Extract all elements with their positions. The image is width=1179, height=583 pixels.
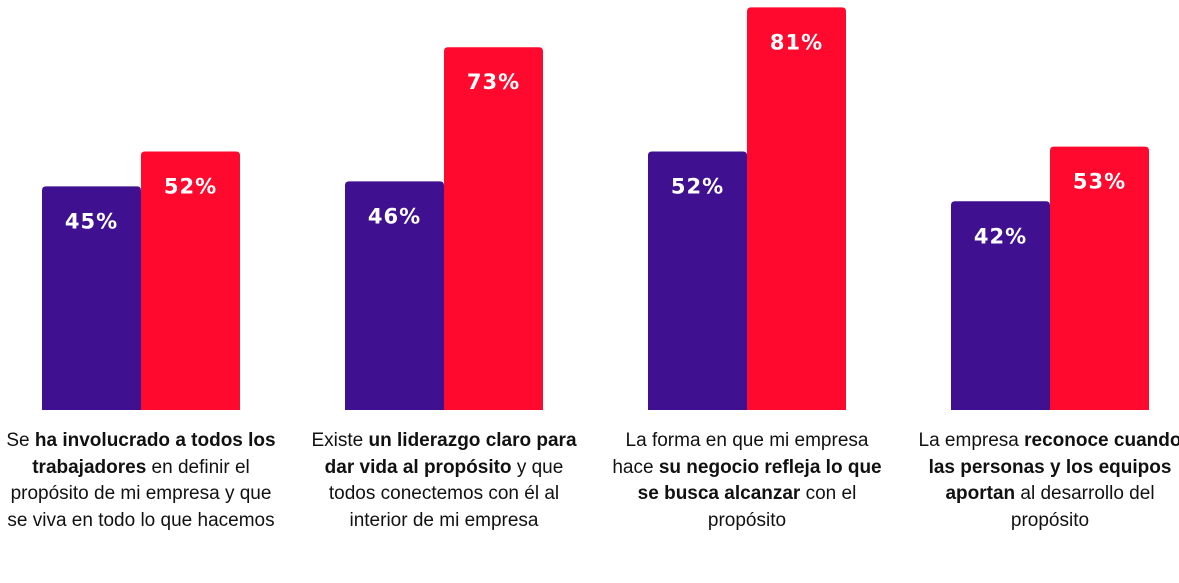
category-label: La forma en que mi empresa hace su negoc… — [612, 428, 882, 534]
bar — [747, 7, 846, 411]
bar — [345, 181, 444, 410]
category-text: y que todos conectemos con él al interio… — [328, 456, 564, 531]
bar — [141, 151, 240, 410]
bar — [1050, 146, 1149, 410]
bar — [444, 47, 543, 410]
category-text: Existe — [311, 430, 369, 451]
value-label: 52% — [164, 175, 217, 199]
category-text: en definir el propósito de mi empresa y … — [7, 456, 275, 531]
bar — [951, 201, 1050, 410]
category-bold: ha involucrado a todos los trabajadores — [32, 430, 276, 478]
bar — [42, 186, 141, 410]
category-bold: un liderazgo claro para dar vida al prop… — [324, 430, 577, 478]
category-text: La forma en que mi empresa hace — [612, 430, 869, 478]
value-label: 73% — [467, 70, 520, 94]
category-bold: reconoce cuando las personas y los equip… — [928, 430, 1179, 504]
value-label: 52% — [671, 175, 724, 199]
category-text: con el propósito — [707, 483, 857, 531]
category-text: La empresa — [918, 430, 1025, 451]
value-label: 53% — [1073, 170, 1126, 194]
value-label: 45% — [65, 209, 118, 233]
category-label: La empresa reconoce cuando las personas … — [915, 428, 1179, 534]
value-label: 81% — [770, 30, 823, 54]
category-bold: su negocio refleja lo que se busca alcan… — [637, 456, 882, 505]
category-label: Existe un liderazgo claro para dar vida … — [309, 428, 579, 534]
category-text: Se — [6, 430, 35, 451]
category-text: al desarrollo del propósito — [1010, 483, 1155, 531]
category-label: Se ha involucrado a todos los trabajador… — [6, 428, 276, 534]
bar — [648, 151, 747, 410]
value-label: 46% — [368, 204, 421, 228]
chart: 45% 52% 46% 73% 52% 81% 42% 53% — [42, 7, 1149, 411]
value-label: 42% — [974, 224, 1027, 248]
